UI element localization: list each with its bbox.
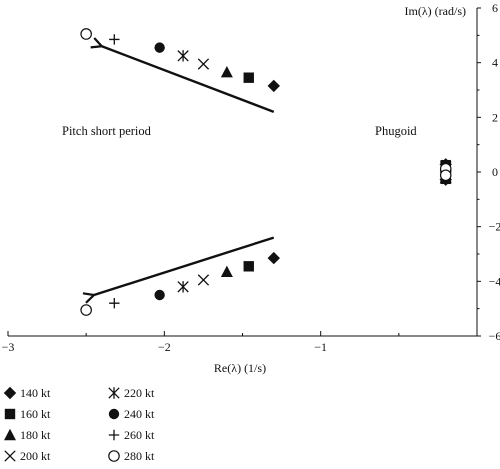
legend-marker	[4, 408, 16, 420]
trend-arrow	[102, 46, 275, 113]
y-tick-label: 2	[492, 110, 498, 124]
legend-label: 140 kt	[20, 386, 51, 400]
legend-label: 220 kt	[124, 386, 155, 400]
x-tick-label: −2	[158, 340, 171, 354]
y-tick-label: −6	[489, 329, 500, 343]
x-tick-label: −1	[314, 340, 327, 354]
data-point	[80, 304, 92, 316]
x-tick-label: −3	[2, 340, 15, 354]
data-point	[267, 251, 280, 265]
legend-label: 200 kt	[20, 449, 51, 463]
legend-marker	[108, 408, 120, 420]
data-point	[197, 58, 210, 70]
data-point	[243, 72, 254, 83]
legend-marker	[4, 428, 16, 441]
data-point	[154, 289, 165, 301]
data-point	[109, 34, 120, 45]
legend-label: 240 kt	[124, 407, 155, 421]
data-point	[109, 298, 120, 309]
x-axis-title: Re(λ) (1/s)	[214, 361, 266, 375]
annotation-label: Pitch short period	[62, 124, 152, 138]
legend-marker	[108, 429, 120, 441]
data-point	[439, 169, 452, 182]
data-point	[243, 261, 254, 272]
y-tick-label: −2	[489, 220, 500, 234]
data-point	[177, 50, 189, 62]
data-point	[267, 79, 280, 93]
axes: −3 −2 −1 −6 −4 −2 0 2 4 6 Re(λ) (1/s) Im(λ) (rad/s)	[2, 1, 500, 375]
y-tick-label: 0	[492, 165, 498, 179]
trend-arrow	[94, 236, 275, 295]
legend-label: 280 kt	[124, 449, 155, 463]
annotation-label: Phugoid	[375, 124, 417, 138]
legend-label: 160 kt	[20, 407, 51, 421]
annotations: Pitch short period Phugoid	[62, 46, 417, 295]
legend-label: 260 kt	[124, 428, 155, 442]
data-point	[220, 265, 233, 277]
data-point	[154, 42, 165, 53]
y-axis-title: Im(λ) (rad/s)	[405, 4, 466, 18]
legend-marker	[108, 450, 120, 462]
y-tick-label: 4	[492, 56, 498, 70]
legend-marker	[108, 387, 120, 399]
data-points	[80, 28, 452, 316]
legend: 140 kt 160 kt 180 kt 200 kt 220 kt 240 kt 260 …	[3, 386, 155, 463]
y-tick-label: 6	[492, 1, 498, 15]
legend-label: 180 kt	[20, 428, 51, 442]
data-point	[220, 66, 233, 78]
data-point	[197, 274, 210, 286]
legend-marker	[4, 450, 16, 462]
data-point	[80, 28, 92, 40]
legend-marker	[3, 386, 17, 400]
y-tick-label: −4	[489, 274, 500, 288]
data-point	[177, 281, 189, 293]
